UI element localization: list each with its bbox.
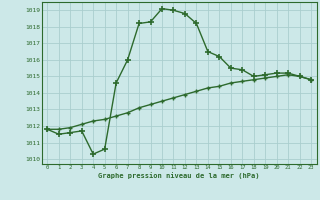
X-axis label: Graphe pression niveau de la mer (hPa): Graphe pression niveau de la mer (hPa): [99, 172, 260, 179]
